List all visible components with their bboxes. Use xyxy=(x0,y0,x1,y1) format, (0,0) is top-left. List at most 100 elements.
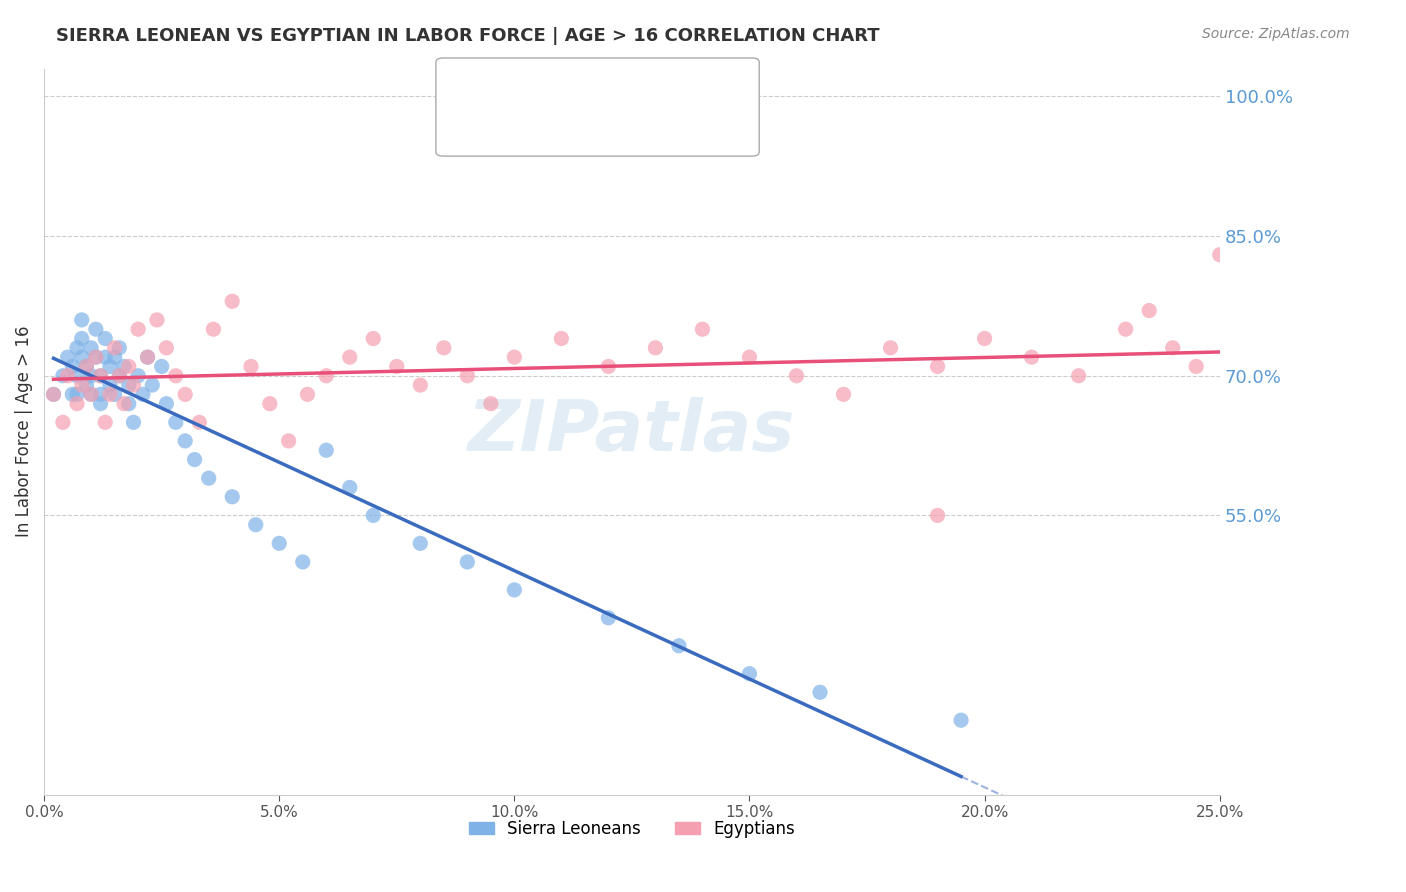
Egyptians xyxy=(1256,350,1278,364)
Egyptians xyxy=(98,387,121,401)
Egyptians xyxy=(361,331,384,345)
Sierra Leoneans xyxy=(80,387,103,401)
Sierra Leoneans xyxy=(70,331,93,345)
Sierra Leoneans xyxy=(165,415,187,429)
Egyptians xyxy=(188,415,211,429)
Egyptians xyxy=(927,508,949,523)
Y-axis label: In Labor Force | Age > 16: In Labor Force | Age > 16 xyxy=(15,326,32,537)
Egyptians xyxy=(221,294,243,309)
Egyptians xyxy=(108,368,131,383)
Egyptians xyxy=(277,434,299,448)
Egyptians xyxy=(136,350,159,364)
Egyptians xyxy=(118,359,141,374)
Egyptians xyxy=(165,368,187,383)
Egyptians xyxy=(84,350,107,364)
Sierra Leoneans xyxy=(66,368,89,383)
Text: R = -0.489: R = -0.489 xyxy=(485,78,585,96)
Sierra Leoneans xyxy=(118,378,141,392)
Egyptians xyxy=(1185,359,1208,374)
Sierra Leoneans xyxy=(141,378,163,392)
Egyptians xyxy=(122,378,145,392)
Sierra Leoneans xyxy=(269,536,291,550)
Egyptians xyxy=(42,387,65,401)
Egyptians xyxy=(146,313,169,327)
Text: Source: ZipAtlas.com: Source: ZipAtlas.com xyxy=(1202,27,1350,41)
Sierra Leoneans xyxy=(90,387,112,401)
Sierra Leoneans xyxy=(108,341,131,355)
Sierra Leoneans xyxy=(66,341,89,355)
Sierra Leoneans xyxy=(409,536,432,550)
Sierra Leoneans xyxy=(60,387,83,401)
Egyptians xyxy=(479,397,502,411)
Sierra Leoneans xyxy=(90,368,112,383)
Sierra Leoneans xyxy=(108,368,131,383)
Egyptians xyxy=(1021,350,1043,364)
Egyptians xyxy=(644,341,666,355)
Egyptians xyxy=(155,341,177,355)
Egyptians xyxy=(1302,499,1324,513)
Egyptians xyxy=(385,359,408,374)
Egyptians xyxy=(786,368,808,383)
Sierra Leoneans xyxy=(98,378,121,392)
Sierra Leoneans xyxy=(80,368,103,383)
Egyptians xyxy=(90,368,112,383)
Egyptians xyxy=(1350,211,1372,225)
Sierra Leoneans xyxy=(75,359,97,374)
Egyptians xyxy=(1115,322,1137,336)
Sierra Leoneans xyxy=(361,508,384,523)
Egyptians xyxy=(456,368,478,383)
Egyptians xyxy=(259,397,281,411)
Sierra Leoneans xyxy=(84,322,107,336)
Sierra Leoneans xyxy=(112,359,135,374)
Sierra Leoneans xyxy=(503,582,526,597)
Egyptians xyxy=(1161,341,1184,355)
Text: R =  0.373: R = 0.373 xyxy=(485,118,585,136)
Text: ■: ■ xyxy=(460,78,481,97)
Sierra Leoneans xyxy=(90,397,112,411)
Egyptians xyxy=(1218,378,1240,392)
Sierra Leoneans xyxy=(118,397,141,411)
Egyptians xyxy=(56,368,79,383)
Egyptians xyxy=(738,350,761,364)
Egyptians xyxy=(550,331,572,345)
Sierra Leoneans xyxy=(70,350,93,364)
Sierra Leoneans xyxy=(668,639,690,653)
Egyptians xyxy=(66,397,89,411)
Sierra Leoneans xyxy=(136,350,159,364)
Egyptians xyxy=(104,341,127,355)
Egyptians xyxy=(202,322,225,336)
Sierra Leoneans xyxy=(315,443,337,458)
Sierra Leoneans xyxy=(104,350,127,364)
Sierra Leoneans xyxy=(132,387,155,401)
Sierra Leoneans xyxy=(94,350,117,364)
Sierra Leoneans xyxy=(60,359,83,374)
Egyptians xyxy=(52,415,75,429)
Egyptians xyxy=(879,341,901,355)
Egyptians xyxy=(503,350,526,364)
Sierra Leoneans xyxy=(98,359,121,374)
Egyptians xyxy=(112,397,135,411)
Legend: Sierra Leoneans, Egyptians: Sierra Leoneans, Egyptians xyxy=(463,814,801,845)
Text: SIERRA LEONEAN VS EGYPTIAN IN LABOR FORCE | AGE > 16 CORRELATION CHART: SIERRA LEONEAN VS EGYPTIAN IN LABOR FORC… xyxy=(56,27,880,45)
Text: ■: ■ xyxy=(460,117,481,136)
Sierra Leoneans xyxy=(122,415,145,429)
Sierra Leoneans xyxy=(70,313,93,327)
Egyptians xyxy=(94,415,117,429)
Egyptians xyxy=(1232,331,1254,345)
Sierra Leoneans xyxy=(42,387,65,401)
Text: N = 61: N = 61 xyxy=(619,118,679,136)
Sierra Leoneans xyxy=(339,480,361,494)
Egyptians xyxy=(174,387,197,401)
Egyptians xyxy=(75,359,97,374)
Egyptians xyxy=(927,359,949,374)
Text: ZIPatlas: ZIPatlas xyxy=(468,397,796,467)
Egyptians xyxy=(832,387,855,401)
Sierra Leoneans xyxy=(291,555,314,569)
Sierra Leoneans xyxy=(84,350,107,364)
Text: N = 58: N = 58 xyxy=(619,78,679,96)
Sierra Leoneans xyxy=(456,555,478,569)
Sierra Leoneans xyxy=(197,471,219,485)
Egyptians xyxy=(80,387,103,401)
Sierra Leoneans xyxy=(127,368,149,383)
Sierra Leoneans xyxy=(738,666,761,681)
